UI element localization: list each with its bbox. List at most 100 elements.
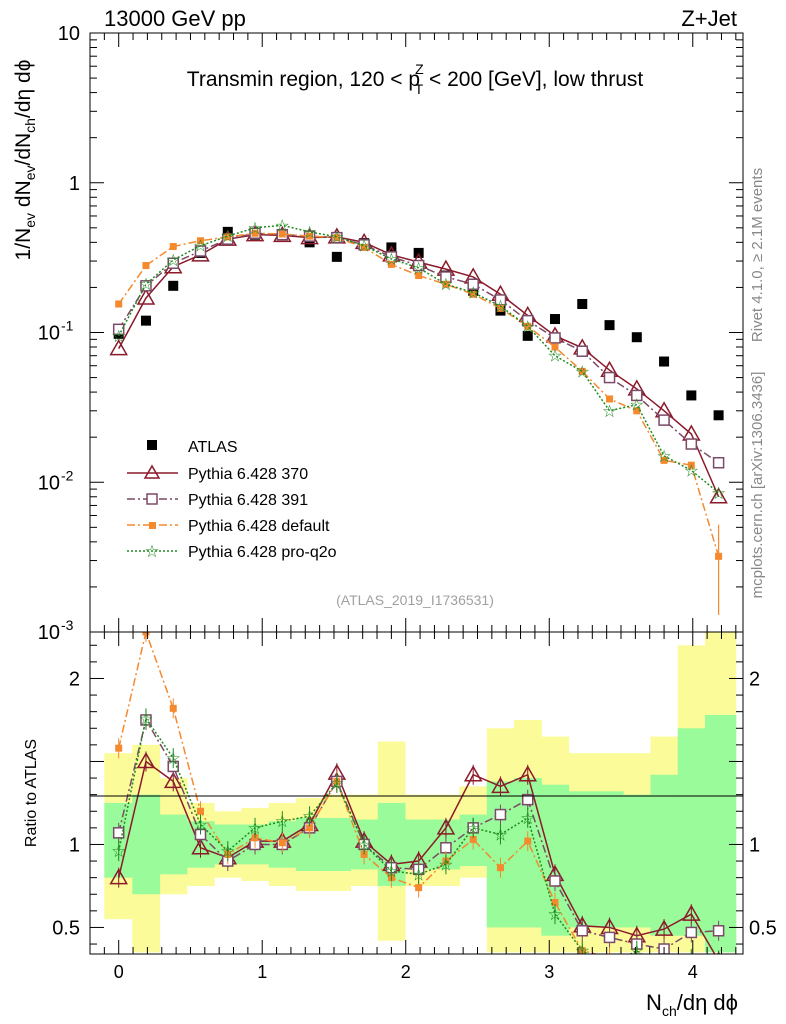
main-point-atlas-15 [522,330,533,341]
analysis-id: (ATLAS_2019_I1736531) [336,592,494,608]
main-point-atlas-19 [631,332,642,343]
ratio-point-pythia-6-428-pro-q2o-5: ☆ [247,819,262,838]
main-point-atlas-20 [659,356,670,367]
main-point-pythia-6-428-default-13 [469,290,477,298]
band-inner-21 [677,728,706,936]
ratio-y-label-right-0.5: 0.5 [749,917,777,939]
ratio-point-pythia-6-428-370-1 [136,751,156,769]
ratio-point-pythia-6-428-pro-q2o-11: ☆ [411,865,426,884]
ratio-point-pythia-6-428-391-21 [685,926,698,939]
x-tick-label-1: 1 [257,962,267,982]
band-inner-2 [159,814,188,875]
main-point-pythia-6-428-391-16 [549,332,561,344]
ratio-point-pythia-6-428-default-18 [606,953,614,954]
main-point-pythia-6-428-pro-q2o-14: ☆ [493,297,508,316]
ratio-point-pythia-6-428-370-14 [491,776,510,794]
ratio-y-label-right-1: 1 [749,834,760,856]
legend-marker-atlas [147,440,157,450]
ratio-panel-series: ☆ ☆ ☆ ☆ ☆ ☆ ☆ ☆ ☆ ☆ ☆ ☆ ☆ ☆ ☆ ☆ ☆ ☆ ☆ ☆ ☆ ☆ ☆ [109,632,726,981]
ratio-point-pythia-6-428-391-18 [603,931,616,944]
ratio-point-pythia-6-428-default-1 [142,632,150,636]
ratio-point-pythia-6-428-370-22 [716,951,721,954]
main-point-pythia-6-428-pro-q2o-11: ☆ [411,259,426,278]
x-axis-label: Nch/dη dϕ [646,990,738,1019]
ratio-y-label-right-2: 2 [749,668,760,690]
main-point-atlas-17 [577,298,588,309]
main-point-pythia-6-428-default-19 [633,407,641,415]
main-line-pythia-6-428-default [118,232,720,557]
ratio-y-axis-label: Ratio to ATLAS [23,739,40,847]
main-point-pythia-6-428-pro-q2o-2: ☆ [166,251,181,270]
main-point-pythia-6-428-pro-q2o-16: ☆ [547,347,562,366]
x-tick-label-2: 2 [401,962,411,982]
ratio-series-group: ☆ ☆ ☆ ☆ ☆ ☆ ☆ ☆ ☆ ☆ ☆ ☆ ☆ ☆ ☆ ☆ ☆ ☆ ☆ ☆ ☆ ☆ ☆ [109,632,726,981]
main-point-pythia-6-428-391-22 [712,456,725,469]
band-inner-20 [650,774,679,936]
main-point-atlas-8 [331,251,342,262]
main-point-pythia-6-428-pro-q2o-18: ☆ [602,402,617,421]
ratio-point-pythia-6-428-default-6 [278,839,286,847]
main-point-pythia-6-428-default-5 [251,229,259,237]
ratio-point-pythia-6-428-default-19 [633,953,641,954]
main-point-pythia-6-428-391-21 [685,438,698,450]
main-point-pythia-6-428-pro-q2o-9: ☆ [356,237,371,256]
main-point-pythia-6-428-default-1 [142,262,150,270]
ratio-point-pythia-6-428-391-22 [712,925,725,937]
main-point-atlas-1 [140,315,151,326]
band-inner-22 [704,714,737,953]
main-point-atlas-21 [686,390,697,401]
ratio-point-pythia-6-428-default-0 [115,744,123,752]
ratio-point-pythia-6-428-default-7 [306,824,314,832]
ratio-point-pythia-6-428-370-13 [463,765,483,782]
ratio-point-pythia-6-428-pro-q2o-9: ☆ [356,835,371,854]
band-inner-19 [623,794,651,928]
ratio-point-pythia-6-428-pro-q2o-3: ☆ [193,816,208,835]
ratio-point-pythia-6-428-pro-q2o-17: ☆ [575,942,590,961]
mcplots-label: mcplots.cern.ch [arXiv:1306.3436] [749,372,766,599]
ratio-point-pythia-6-428-pro-q2o-0: ☆ [111,842,126,861]
main-point-pythia-6-428-default-17 [578,367,586,375]
main-panel-series: ☆ ☆ ☆ ☆ ☆ ☆ ☆ ☆ ☆ ☆ ☆ ☆ ☆ ☆ ☆ ☆ ☆ ☆ ☆ ☆ ☆ ☆ ☆ [109,216,728,615]
main-point-pythia-6-428-default-8 [333,234,341,242]
ratio-point-pythia-6-428-391-14 [494,808,507,821]
ratio-point-pythia-6-428-pro-q2o-13: ☆ [466,819,481,838]
process-label: Z+Jet [681,6,737,31]
main-point-pythia-6-428-default-10 [387,260,395,268]
main-point-pythia-6-428-391-17 [576,345,589,357]
legend-label-proq2o: Pythia 6.428 pro-q2o [188,544,337,561]
legend: ATLAS Pythia 6.428 370 Pythia 6.428 391 … [127,439,337,561]
ratio-panel-frame [89,631,744,955]
main-point-pythia-6-428-pro-q2o-4: ☆ [220,227,235,246]
legend-marker-370 [143,464,161,479]
ratio-point-pythia-6-428-pro-q2o-20: ☆ [656,962,671,981]
y-tick-label-1: 1 [69,173,80,195]
ratio-point-pythia-6-428-pro-q2o-10: ☆ [384,862,399,881]
legend-label-391: Pythia 6.428 391 [188,492,308,509]
main-point-pythia-6-428-pro-q2o-19: ☆ [629,396,644,415]
ratio-point-pythia-6-428-pro-q2o-6: ☆ [275,812,290,831]
legend-label-atlas: ATLAS [188,439,238,456]
y-tick-exp-3: -2 [61,467,74,483]
ratio-point-pythia-6-428-370-3 [191,838,210,855]
ratio-point-pythia-6-428-370-0 [109,868,128,885]
main-point-pythia-6-428-default-16 [551,343,559,351]
main-point-pythia-6-428-default-15 [524,322,532,330]
y-tick-exp-2: -1 [61,318,74,334]
ratio-point-pythia-6-428-default-13 [469,835,477,843]
ratio-point-pythia-6-428-370-15 [518,765,538,782]
ratio-point-pythia-6-428-pro-q2o-22: ☆ [711,952,726,971]
ratio-point-pythia-6-428-pro-q2o-18: ☆ [602,957,617,976]
main-point-pythia-6-428-370-22 [709,487,728,504]
ratio-y-label-left-0.5: 0.5 [52,917,80,939]
rivet-version-label: Rivet 4.1.0, ≥ 2.1M events [749,168,766,342]
ratio-uncertainty-bands [104,632,737,953]
ratio-point-pythia-6-428-default-3 [197,807,205,815]
band-inner-17 [568,791,597,928]
ratio-point-pythia-6-428-pro-q2o-2: ☆ [166,749,181,768]
main-point-atlas-2 [168,280,179,291]
main-point-pythia-6-428-default-3 [197,237,205,245]
ratio-point-pythia-6-428-pro-q2o-16: ☆ [547,905,562,924]
main-panel-frame [89,32,744,633]
ratio-point-pythia-6-428-pro-q2o-7: ☆ [302,807,317,826]
band-inner-18 [595,791,624,928]
